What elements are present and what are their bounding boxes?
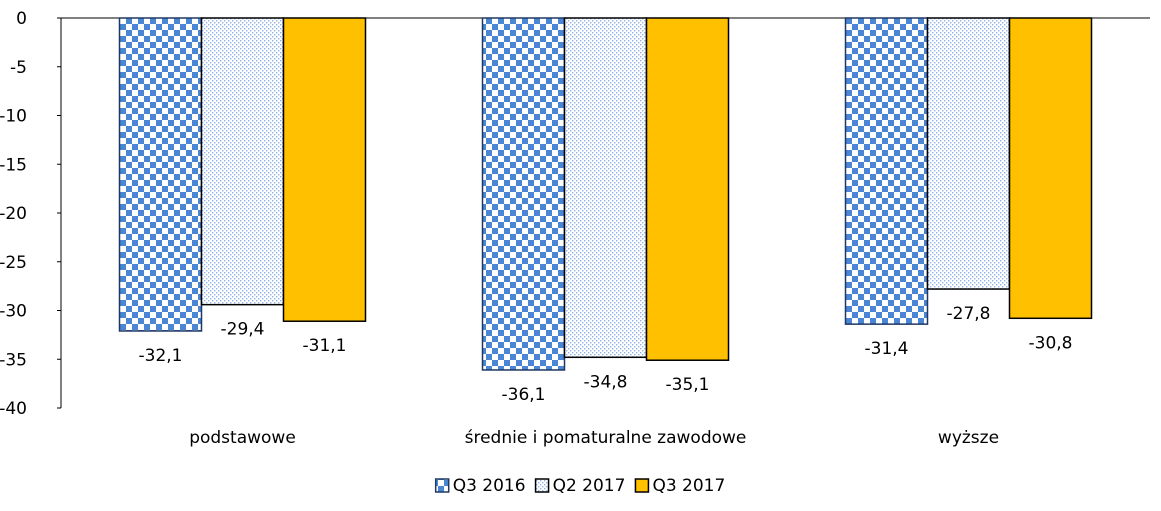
bar-q2-2017	[926, 17, 1011, 290]
x-tick-label: średnie i pomaturalne zawodowe	[465, 428, 747, 448]
data-label: -27,8	[947, 304, 991, 324]
axes: 0 -5 -10 -15 -20 -25 -30 -35 -40 podstawowe średni…	[0, 9, 1150, 448]
bar-q3-2016	[118, 17, 203, 332]
data-label: -36,1	[502, 385, 546, 405]
bar-q3-2017	[645, 17, 730, 361]
y-tick-label: -30	[0, 302, 27, 322]
legend-swatch	[534, 478, 550, 493]
x-tick-label: wyższe	[938, 428, 999, 448]
data-label: -32,1	[139, 346, 183, 366]
legend-swatch	[634, 478, 650, 493]
y-tick-label: -15	[0, 155, 27, 175]
legend-swatch	[434, 478, 450, 493]
legend-label: Q3 2016	[453, 476, 526, 496]
y-tick-label: -35	[0, 350, 27, 370]
bar-q3-2017	[1008, 17, 1093, 320]
data-label: -31,1	[303, 336, 347, 356]
data-label: -31,4	[865, 339, 909, 359]
data-label: -35,1	[666, 375, 710, 395]
data-labels: -32,1 -29,4 -31,1 -36,1 -34,8 -35,1 -31,4 -27,8…	[139, 304, 1073, 405]
bars	[118, 17, 1093, 371]
bar-q3-2017	[282, 17, 367, 322]
bar-q3-2016	[481, 17, 566, 371]
data-label: -30,8	[1029, 333, 1073, 353]
y-tick-label: -20	[0, 204, 27, 224]
data-label: -29,4	[221, 320, 265, 340]
legend-label: Q3 2017	[652, 476, 725, 496]
legend: Q3 2016 Q2 2017 Q3 2017	[434, 476, 725, 496]
y-tick-label: -40	[0, 399, 27, 419]
x-tick-label: podstawowe	[189, 428, 296, 448]
legend-label: Q2 2017	[553, 476, 626, 496]
bar-q2-2017	[200, 17, 285, 306]
bar-q2-2017	[563, 17, 648, 359]
y-tick-label: 0	[16, 9, 27, 29]
data-label: -34,8	[584, 372, 628, 392]
y-tick-label: -25	[0, 253, 27, 273]
y-tick-label: -10	[0, 107, 27, 127]
bar-q3-2016	[844, 17, 929, 325]
y-tick-label: -5	[10, 58, 27, 78]
